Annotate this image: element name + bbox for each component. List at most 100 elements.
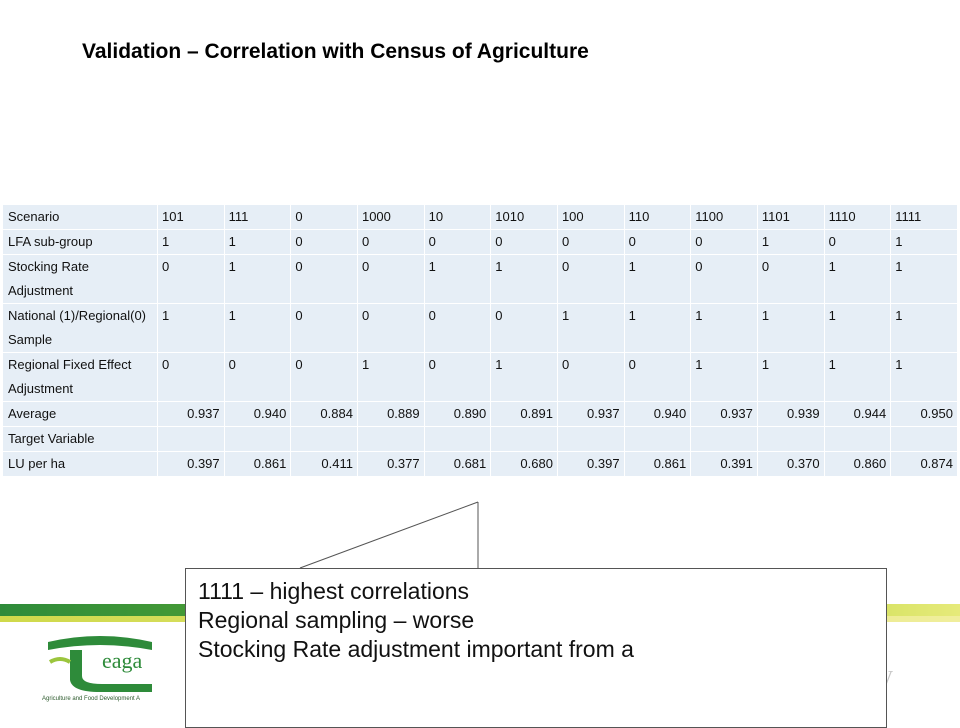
table-cell: 1 [624,255,691,303]
table-cell: 0 [824,230,891,254]
table-cell: 0 [491,230,557,254]
table-cell: 0.377 [357,452,424,476]
table-cell: 0.391 [691,452,757,476]
callout-line-2: Regional sampling – worse [198,607,475,633]
table-cell: 0.884 [291,402,357,426]
table-cell: 0.891 [491,402,557,426]
table-cell: 1010 [491,205,557,229]
table-cell: 0 [291,205,357,229]
row-header: Regional Fixed Effect Adjustment [3,353,157,401]
table-cell: 1 [824,255,891,303]
table-cell: 1 [757,230,824,254]
table-cell [891,427,957,451]
table-cell: 1 [824,353,891,401]
table-cell [424,427,491,451]
logo-subtitle: Agriculture and Food Development A [42,696,140,702]
table-cell [224,427,291,451]
table-cell [757,427,824,451]
table-cell: 1 [757,353,824,401]
table-row: Target Variable [3,427,957,451]
table-cell: 1 [224,255,291,303]
table-row: National (1)/Regional(0) Sample 1 1 0 0 0 0 1 1 1… [3,304,957,352]
table-cell: 0 [557,255,624,303]
table-cell: 0.937 [557,402,624,426]
table-cell: 1 [891,304,957,352]
logo-text: eaga [102,648,143,673]
table-cell: 100 [557,205,624,229]
table-cell: 1 [224,304,291,352]
row-header: Stocking Rate Adjustment [3,255,157,303]
table-cell: 0.397 [158,452,224,476]
table-cell: 1111 [891,205,957,229]
table-cell: 1 [691,353,757,401]
table-cell [557,427,624,451]
table-cell: 1 [424,255,491,303]
table-cell [691,427,757,451]
table-cell: 0 [357,230,424,254]
table-cell: 0.950 [891,402,957,426]
correlation-table: Scenario 101 111 0 1000 10 1010 100 110 1100 1101 1… [2,204,958,477]
row-header: National (1)/Regional(0) Sample [3,304,157,352]
table-cell: 0.940 [224,402,291,426]
table-cell: 0.939 [757,402,824,426]
table-row: Average 0.937 0.940 0.884 0.889 0.890 0.891 0.9… [3,402,957,426]
table-cell: 0 [291,230,357,254]
table-cell: 0.937 [158,402,224,426]
table-cell: 1110 [824,205,891,229]
table-cell: 1 [158,230,224,254]
table-cell: 101 [158,205,224,229]
table-cell: 110 [624,205,691,229]
row-header: LFA sub-group [3,230,157,254]
table-cell: 111 [224,205,291,229]
table-cell: 1 [557,304,624,352]
table-cell: 0.937 [691,402,757,426]
table-cell: 1101 [757,205,824,229]
table-cell: 0 [424,353,491,401]
table-cell: 0 [158,255,224,303]
table-cell: 0 [424,304,491,352]
table-cell [158,427,224,451]
table-cell: 0.860 [824,452,891,476]
table-cell: 0 [424,230,491,254]
row-header: Scenario [3,205,157,229]
table-cell: 0.944 [824,402,891,426]
table-cell: 1 [357,353,424,401]
table-cell: 0.370 [757,452,824,476]
table-cell: 1 [491,353,557,401]
table-cell: 1 [158,304,224,352]
teagasc-logo-icon: eaga Agriculture and Food Development A [42,636,152,702]
row-header: Average [3,402,157,426]
table-cell: 1 [224,230,291,254]
row-header: LU per ha [3,452,157,476]
table-cell: 0 [557,353,624,401]
table-cell: 1 [891,255,957,303]
table-row: Regional Fixed Effect Adjustment 0 0 0 1 0 1 0 0… [3,353,957,401]
table-cell: 0 [757,255,824,303]
table-cell: 0 [291,304,357,352]
slide-title: Validation – Correlation with Census of … [82,40,589,63]
table-cell: 0.940 [624,402,691,426]
callout-line-3: Stocking Rate adjustment important from … [198,636,634,662]
table-cell: 0 [357,255,424,303]
table-cell [357,427,424,451]
table-cell: 0 [624,230,691,254]
table-cell: 1 [691,304,757,352]
table-cell: 1 [891,353,957,401]
table-row: Stocking Rate Adjustment 0 1 0 0 1 1 0 1 0 0 1 1 [3,255,957,303]
table-cell: 1 [491,255,557,303]
table-cell: 0 [691,255,757,303]
table-cell [824,427,891,451]
table-row: LFA sub-group 1 1 0 0 0 0 0 0 0 1 0 1 [3,230,957,254]
table-cell: 0.890 [424,402,491,426]
table-cell: 1 [757,304,824,352]
table-cell: 0 [291,353,357,401]
table-cell: 0.411 [291,452,357,476]
table-cell: 0.397 [557,452,624,476]
table-cell [624,427,691,451]
table-cell: 0 [357,304,424,352]
table-cell [491,427,557,451]
table-row: Scenario 101 111 0 1000 10 1010 100 110 1100 1101 1… [3,205,957,229]
table-cell: 1 [824,304,891,352]
table-cell: 1100 [691,205,757,229]
